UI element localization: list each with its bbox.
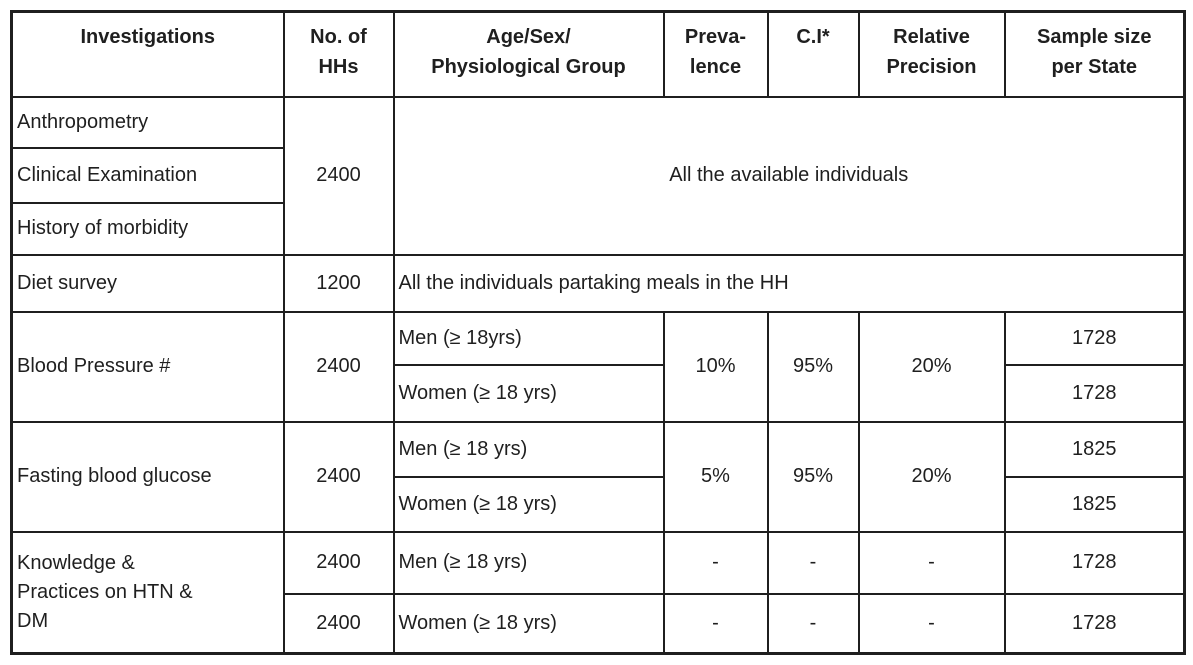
cell-kp-relative-precision-women: - [857, 592, 1006, 655]
header-prevalence: Preva- lence [662, 10, 769, 98]
cell-diet-group-note: All the individuals partaking meals in t… [392, 253, 1186, 313]
cell-anthropometry-label: Anthropometry [10, 95, 285, 149]
cell-bp-label: Blood Pressure # [10, 310, 285, 423]
cell-fbg-label: Fasting blood glucose [10, 420, 285, 533]
cell-bp-hhs: 2400 [282, 310, 395, 423]
row-history-of-morbidity: History of morbidity [10, 201, 1185, 256]
cell-kp-relative-precision-men: - [857, 530, 1006, 595]
header-relative-precision: Relative Precision [857, 10, 1006, 98]
cell-kp-ci-men: - [766, 530, 860, 595]
cell-kp-hhs-women: 2400 [282, 592, 395, 655]
cell-fbg-relative-precision: 20% [857, 420, 1006, 533]
cell-bp-women-group: Women (≥ 18 yrs) [392, 363, 665, 423]
cell-anthro-hhs: 2400 [282, 95, 395, 256]
cell-kp-men-group: Men (≥ 18 yrs) [392, 530, 665, 595]
cell-diet-hhs: 1200 [282, 253, 395, 313]
row-fasting-glucose-men: Fasting blood glucose 2400 Men (≥ 18 yrs… [10, 420, 1186, 533]
cell-kp-label: Knowledge & Practices on HTN & DM [10, 530, 285, 655]
row-blood-pressure-men: Blood Pressure # 2400 Men (≥ 18yrs) 10% … [10, 310, 1186, 423]
cell-bp-relative-precision: 20% [857, 310, 1006, 423]
header-sample-size: Sample size per State [1003, 10, 1186, 98]
cell-bp-prevalence: 10% [662, 310, 769, 423]
cell-kp-women-group: Women (≥ 18 yrs) [392, 592, 665, 655]
cell-anthro-group-note: All the available individuals [392, 95, 1186, 256]
cell-bp-men-group: Men (≥ 18yrs) [392, 310, 665, 366]
header-row: Investigations No. of HHs Age/Sex/ Physi… [10, 10, 1186, 98]
cell-fbg-hhs: 2400 [282, 420, 395, 533]
survey-design-table: Investigations No. of HHs Age/Sex/ Physi… [10, 10, 1186, 655]
cell-bp-sample-men: 1728 [1003, 310, 1186, 366]
row-diet-survey: Diet survey 1200 All the individuals par… [10, 253, 1186, 313]
cell-fbg-ci: 95% [766, 420, 860, 533]
cell-bp-sample-women: 1728 [1003, 363, 1186, 423]
cell-fbg-sample-men: 1825 [1003, 420, 1186, 478]
header-age-sex-group: Age/Sex/ Physiological Group [392, 10, 665, 98]
cell-fbg-prevalence: 5% [662, 420, 769, 533]
cell-kp-ci-women: - [766, 592, 860, 655]
cell-clinical-label: Clinical Examination [10, 146, 285, 204]
row-knowledge-practices-men: Knowledge & Practices on HTN & DM 2400 M… [10, 530, 1186, 655]
cell-kp-hhs-men: 2400 [282, 530, 395, 595]
cell-kp-sample-women: 1728 [1003, 592, 1186, 655]
row-clinical-examination: Clinical Examination [10, 146, 1185, 204]
cell-fbg-women-group: Women (≥ 18 yrs) [392, 475, 665, 533]
cell-kp-sample-men: 1728 [1003, 530, 1186, 595]
row-fasting-glucose-women: Women (≥ 18 yrs) 1825 [12, 475, 1186, 533]
cell-kp-prevalence-women: - [662, 592, 769, 655]
header-investigations: Investigations [10, 10, 285, 98]
header-no-of-hhs: No. of HHs [282, 10, 395, 98]
row-anthropometry: Anthropometry 2400 All the available ind… [10, 95, 1186, 256]
cell-fbg-men-group: Men (≥ 18 yrs) [392, 420, 665, 478]
header-ci: C.I* [766, 10, 860, 98]
cell-kp-prevalence-men: - [662, 530, 769, 595]
cell-fbg-sample-women: 1825 [1003, 475, 1186, 533]
cell-bp-ci: 95% [766, 310, 860, 423]
row-blood-pressure-women: Women (≥ 18 yrs) 1728 [12, 363, 1186, 423]
row-knowledge-practices-women: 2400 Women (≥ 18 yrs) - - - 1728 [12, 592, 1186, 655]
cell-history-label: History of morbidity [10, 201, 285, 256]
cell-diet-label: Diet survey [10, 253, 285, 313]
